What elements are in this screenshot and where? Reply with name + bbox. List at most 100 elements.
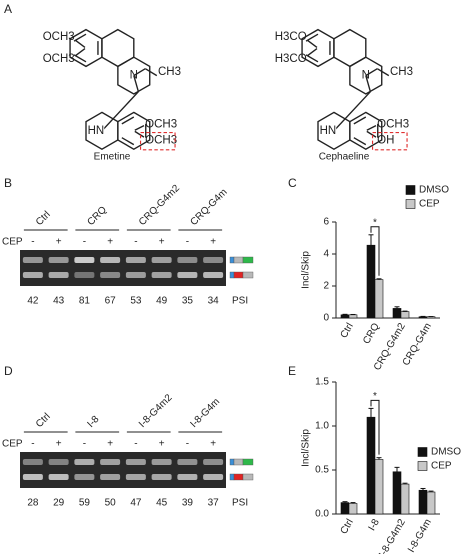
legend-swatch: [405, 199, 416, 209]
inclusion-band: [203, 257, 224, 263]
sign: +: [56, 237, 62, 248]
psi-value: 37: [208, 498, 220, 509]
bond: [101, 91, 139, 132]
bar: [340, 502, 350, 515]
bond: [307, 48, 318, 57]
inclusion-band: [74, 257, 95, 263]
double-bond: [121, 137, 135, 146]
bond: [307, 39, 318, 48]
sign: +: [159, 439, 165, 450]
psi-value: 45: [156, 498, 168, 509]
substituent: OCH3: [43, 31, 75, 43]
inclusion-band: [125, 257, 146, 263]
sign: -: [31, 439, 34, 450]
significance-label: *: [373, 217, 377, 228]
double-bond: [305, 33, 319, 42]
inclusion-band: [48, 459, 69, 465]
ring: [69, 28, 103, 68]
panel-letter: D: [4, 364, 13, 378]
bar: [392, 308, 402, 319]
legend-label: CEP: [419, 199, 440, 210]
inclusion-band: [48, 257, 69, 263]
inclusion-band: [22, 257, 43, 263]
x-tick-label: I-8-G4m: [406, 517, 434, 554]
sign: +: [210, 237, 216, 248]
y-axis-label: Incl/Skip: [301, 429, 312, 467]
isoform-exon: [233, 271, 244, 279]
bar: [400, 311, 410, 319]
inclusion-band: [151, 459, 172, 465]
legend-swatch: [417, 447, 428, 457]
atom: HN: [88, 125, 105, 137]
skip-band: [151, 474, 172, 480]
skip-band: [125, 272, 146, 278]
bond: [133, 75, 140, 92]
bond: [75, 48, 86, 57]
bond: [134, 125, 145, 131]
inclusion-band: [100, 257, 121, 263]
bar: [340, 314, 350, 319]
isoform-exon: [242, 458, 254, 466]
bond: [365, 68, 378, 77]
psi-value: 29: [53, 498, 65, 509]
inclusion-band: [22, 459, 43, 465]
ring: [117, 56, 151, 95]
substituent: OCH3: [145, 135, 177, 147]
bond: [366, 125, 377, 131]
sign: -: [134, 439, 137, 450]
skip-band: [203, 272, 224, 278]
double-bond: [305, 54, 319, 63]
legend-label: CEP: [431, 461, 452, 472]
inclusion-band: [203, 459, 224, 465]
psi-value: 49: [156, 296, 168, 307]
y-axis-label: Incl/Skip: [301, 251, 312, 289]
atom-bg: [361, 69, 371, 82]
skip-band: [177, 272, 198, 278]
bar: [400, 483, 410, 515]
molecule-name: Emetine: [94, 152, 131, 163]
significance-label: *: [373, 391, 377, 402]
x-tick-label: I-8-G4m2: [377, 517, 408, 554]
sign: -: [134, 237, 137, 248]
bar: [366, 416, 376, 515]
panel-letter: E: [288, 364, 296, 378]
bond: [333, 91, 371, 132]
inclusion-band: [125, 459, 146, 465]
isoform-exon: [233, 256, 244, 264]
legend-label: DMSO: [419, 185, 449, 196]
double-bond: [121, 116, 135, 125]
bar: [418, 489, 428, 515]
skip-band: [22, 474, 43, 480]
isoform-exon: [229, 458, 235, 466]
isoform-exon: [229, 256, 235, 264]
ring: [301, 28, 335, 68]
skip-band: [203, 474, 224, 480]
psi-value: 53: [130, 296, 142, 307]
psi-value: 43: [53, 296, 65, 307]
skip-band: [22, 272, 43, 278]
group-label: I-8-G4m2: [137, 392, 175, 430]
atom-bg: [320, 125, 337, 137]
isoform-exon: [242, 256, 254, 264]
significance-bracket: [370, 399, 380, 455]
legend-swatch: [405, 185, 416, 195]
inclusion-band: [74, 459, 95, 465]
skip-band: [177, 474, 198, 480]
y-tick-label: 0: [323, 313, 329, 324]
bond: [144, 68, 158, 77]
double-bond: [353, 116, 367, 125]
psi-value: 50: [105, 498, 117, 509]
ring: [117, 111, 151, 150]
y-tick-label: 0.0: [315, 509, 329, 520]
skip-band: [48, 474, 69, 480]
group-label: Ctrl: [34, 209, 53, 228]
substituent: OCH3: [43, 53, 75, 65]
bar: [348, 503, 358, 515]
treatment-label: CEP: [2, 237, 23, 248]
panel-letter: B: [4, 176, 12, 190]
sign: -: [186, 439, 189, 450]
isoform-exon: [242, 271, 254, 279]
bond: [365, 75, 372, 92]
y-tick-label: 0.5: [315, 465, 329, 476]
